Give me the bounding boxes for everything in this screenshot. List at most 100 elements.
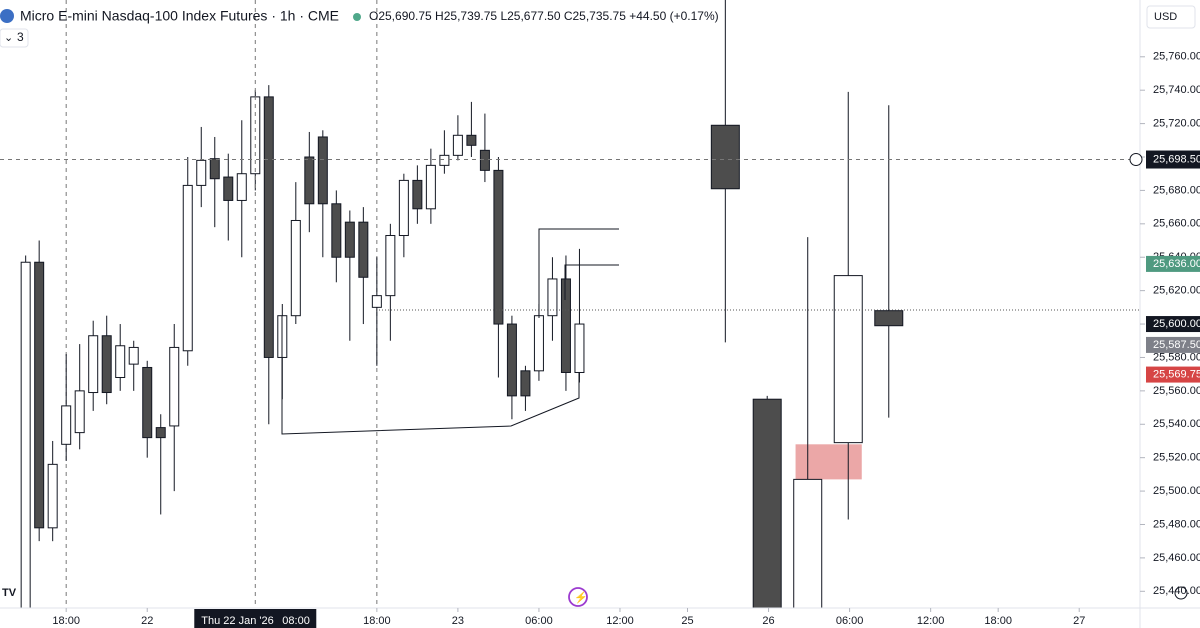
candle-body <box>344 221 355 258</box>
price-label-box <box>1146 255 1200 272</box>
candle-body <box>290 219 301 317</box>
candle-body <box>371 295 382 308</box>
candle-body <box>101 335 112 394</box>
candle-body <box>874 310 904 327</box>
candle-body <box>115 345 126 378</box>
candle-body <box>547 278 558 317</box>
currency-button[interactable] <box>1146 5 1196 29</box>
candle-body <box>196 159 207 186</box>
x-tick-label: 06:00 <box>836 615 864 627</box>
y-tick-label: 25,760.00 <box>1153 51 1200 63</box>
candle-body <box>182 184 193 352</box>
y-tick-label: 25,520.00 <box>1153 452 1200 464</box>
candle-body <box>479 149 490 171</box>
candle-body <box>493 169 504 325</box>
candle-body <box>263 96 274 358</box>
price-label: 25,600.00 <box>1153 318 1200 330</box>
candle-body <box>34 261 45 529</box>
candle-body <box>142 366 153 439</box>
candle-body <box>223 176 234 201</box>
candle-body <box>385 235 396 297</box>
y-tick-label: 25,480.00 <box>1153 518 1200 530</box>
candle-body <box>169 346 180 427</box>
crosshair-y-label: 25,698.50 <box>1153 153 1200 165</box>
candle-body <box>506 323 517 397</box>
candle-body <box>236 173 247 201</box>
candle-body <box>520 370 531 397</box>
indicator-toggle[interactable] <box>0 28 29 48</box>
zone <box>795 444 862 480</box>
lightning-glyph: ⚡ <box>574 591 588 604</box>
y-tick-label: 25,500.00 <box>1153 485 1200 497</box>
candle-body <box>88 335 99 394</box>
candle-body <box>752 398 782 608</box>
crosshair-x-label: Thu 22 Jan '26 <box>201 615 273 627</box>
price-label-box <box>1146 366 1200 383</box>
candle-body <box>47 463 58 529</box>
candle-body <box>793 478 823 608</box>
settings-icon[interactable] <box>1174 586 1188 600</box>
drawings <box>281 228 1140 435</box>
candle-body <box>439 154 450 166</box>
ohlc-values: O25,690.75 H25,739.75 L25,677.50 C25,735… <box>369 9 719 23</box>
price-label: 25,587.50 <box>1153 339 1200 351</box>
candle-body <box>209 158 220 180</box>
status-dot <box>353 13 361 21</box>
candle-body <box>710 124 740 190</box>
price-label: 25,569.75 <box>1153 368 1200 380</box>
candle-body <box>560 278 571 373</box>
x-tick-label: 23 <box>452 615 464 627</box>
drawn-line <box>538 228 619 318</box>
y-tick-label: 25,460.00 <box>1153 552 1200 564</box>
y-tick-label: 25,660.00 <box>1153 218 1200 230</box>
candle-body <box>452 134 463 156</box>
y-tick-label: 25,620.00 <box>1153 285 1200 297</box>
candle-body <box>304 156 315 205</box>
candle-body <box>20 261 31 608</box>
drawn-line <box>564 264 619 300</box>
y-tick-label: 25,740.00 <box>1153 84 1200 96</box>
candle-body <box>533 315 544 372</box>
plot-area <box>0 0 1140 608</box>
x-tick-label: 12:00 <box>606 615 634 627</box>
x-tick-label: 22 <box>141 615 153 627</box>
chevron: ⌄ <box>4 32 13 44</box>
price-label-box <box>1146 316 1200 333</box>
candle-body <box>317 136 328 205</box>
candle-body <box>61 405 72 445</box>
x-tick-label: 12:00 <box>917 615 945 627</box>
candle-body <box>358 221 369 278</box>
candle-body <box>398 179 409 237</box>
y-tick-label: 25,540.00 <box>1153 418 1200 430</box>
symbol-title: Micro E-mini Nasdaq-100 Index Futures · … <box>20 8 339 24</box>
price-label-box <box>1146 336 1200 353</box>
y-tick-label: 25,680.00 <box>1153 184 1200 196</box>
crosshair-x-box <box>194 609 317 628</box>
x-tick-label: 06:00 <box>525 615 553 627</box>
candle-body <box>574 323 585 373</box>
y-tick-label: 25,560.00 <box>1153 385 1200 397</box>
candle-body <box>331 203 342 258</box>
x-tick-label: 18:00 <box>52 615 80 627</box>
candle-body <box>155 427 166 439</box>
candle-body <box>425 164 436 210</box>
lightning-icon[interactable] <box>568 587 588 607</box>
crosshair-x-time: 08:00 <box>282 615 310 627</box>
flag-icon <box>0 9 14 23</box>
candle-body <box>833 275 863 444</box>
x-tick-label: 25 <box>681 615 693 627</box>
y-tick-label: 25,580.00 <box>1153 351 1200 363</box>
candle-body <box>74 390 85 434</box>
x-tick-label: 18:00 <box>363 615 391 627</box>
x-tick-label: 18:00 <box>984 615 1012 627</box>
y-tick-label: 25,720.00 <box>1153 118 1200 130</box>
candle-body <box>128 346 139 365</box>
header: Micro E-mini Nasdaq-100 Index Futures · … <box>0 5 1196 607</box>
y-tick-label: 25,440.00 <box>1153 585 1200 597</box>
candle-body <box>412 179 423 210</box>
x-tick-label: 27 <box>1073 615 1085 627</box>
currency: USD <box>1154 11 1177 23</box>
logo: TV <box>2 587 17 599</box>
